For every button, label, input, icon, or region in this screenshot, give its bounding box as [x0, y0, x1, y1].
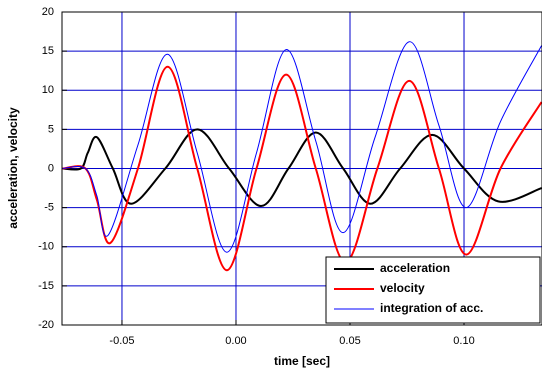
y-tick-label: -5	[44, 202, 54, 214]
x-axis-label: time [sec]	[274, 354, 330, 368]
x-tick-label: 0.10	[453, 335, 474, 347]
y-tick-label: 5	[48, 123, 54, 135]
y-tick-label: 0	[48, 162, 54, 174]
x-tick-label: 0.05	[339, 335, 360, 347]
y-axis-label: acceleration, velocity	[6, 107, 20, 229]
y-tick-label: -20	[38, 319, 54, 331]
x-tick-label: 0.00	[225, 335, 246, 347]
series-line	[62, 41, 542, 253]
y-tick-label: -10	[38, 241, 54, 253]
legend-label: velocity	[380, 281, 425, 295]
y-tick-label: -15	[38, 280, 54, 292]
y-tick-label: 20	[42, 6, 54, 18]
x-tick-label: -0.05	[109, 335, 134, 347]
series-line	[62, 65, 542, 272]
plot-frame	[61, 11, 542, 326]
legend-label: acceleration	[380, 261, 450, 275]
legend-label: integration of acc.	[380, 301, 483, 315]
y-tick-label: 15	[42, 45, 54, 57]
series-line	[62, 128, 542, 208]
y-tick-label: 10	[42, 84, 54, 96]
